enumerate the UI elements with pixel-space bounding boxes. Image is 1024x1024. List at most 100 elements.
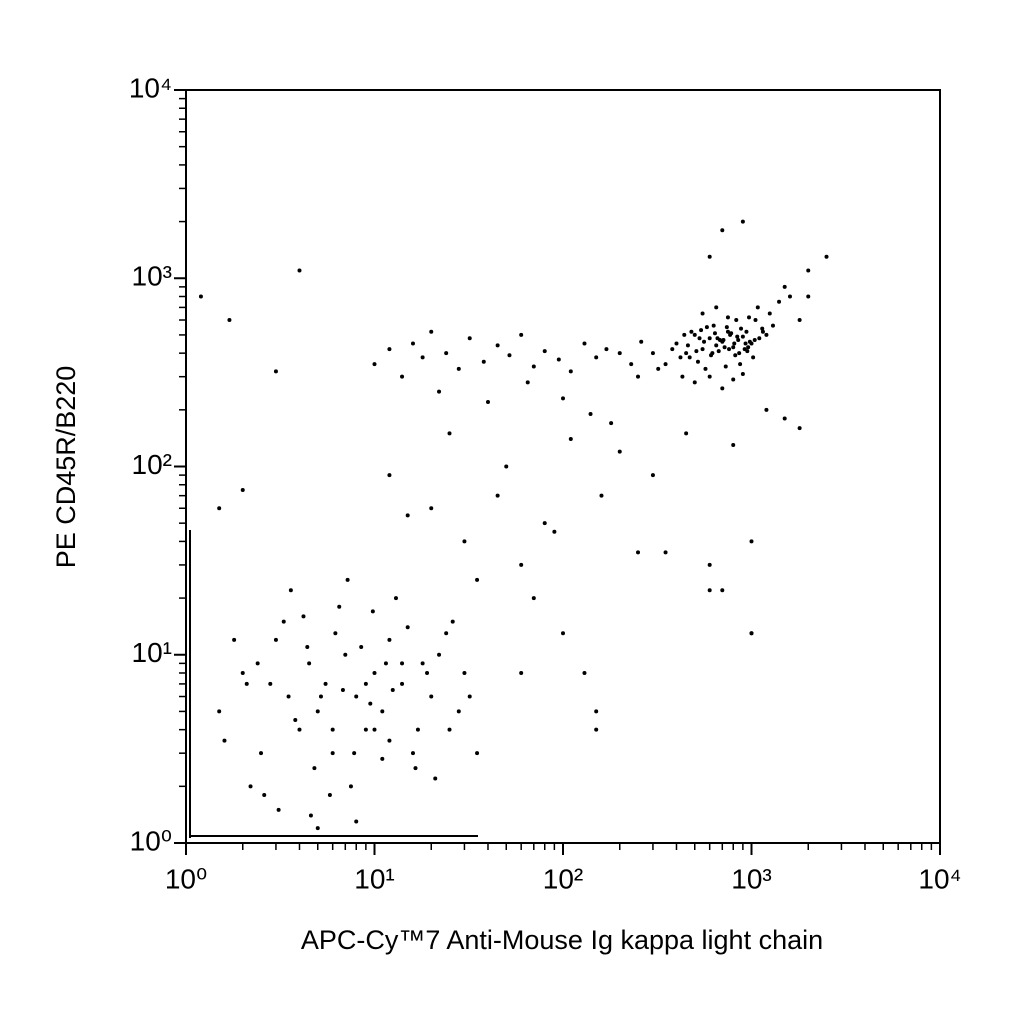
dot: [327, 792, 332, 797]
dot: [330, 727, 335, 732]
dot: [714, 343, 719, 348]
dot: [315, 826, 320, 831]
dot: [684, 351, 689, 356]
dot: [720, 588, 725, 593]
dot: [198, 294, 203, 299]
dot: [495, 493, 500, 498]
dot: [297, 268, 302, 273]
dot: [692, 380, 697, 385]
dot: [746, 345, 751, 350]
dot: [387, 347, 392, 352]
dot: [293, 718, 298, 723]
dot: [697, 336, 702, 341]
dot: [387, 637, 392, 642]
dot: [604, 347, 609, 352]
dot: [736, 337, 741, 342]
dot: [617, 449, 622, 454]
dot: [363, 727, 368, 732]
dot: [217, 709, 222, 714]
dot: [609, 421, 614, 426]
dot: [437, 652, 442, 657]
dot: [552, 529, 557, 534]
dot: [674, 341, 679, 346]
dot: [715, 336, 720, 341]
dot: [764, 332, 769, 337]
dot: [707, 254, 712, 259]
dot: [737, 351, 742, 356]
dot: [724, 325, 729, 330]
dot: [420, 661, 425, 666]
dot: [733, 353, 738, 358]
dot: [720, 228, 725, 233]
dot: [447, 727, 452, 732]
dot: [650, 473, 655, 478]
dot: [525, 380, 530, 385]
dot: [301, 614, 306, 619]
dot: [307, 661, 312, 666]
dot: [420, 355, 425, 360]
dot: [393, 596, 398, 601]
dot: [594, 727, 599, 732]
dot: [714, 305, 719, 310]
dot: [368, 701, 373, 706]
dot: [707, 588, 712, 593]
dot: [410, 341, 415, 346]
dot: [372, 362, 377, 367]
dot: [749, 539, 754, 544]
dot: [663, 362, 668, 367]
dot: [568, 436, 573, 441]
dot: [727, 347, 732, 352]
dot: [650, 351, 655, 356]
dot: [519, 332, 524, 337]
dot: [732, 341, 737, 346]
dot: [731, 377, 736, 382]
dot: [767, 311, 772, 316]
dot: [262, 792, 267, 797]
dot: [684, 431, 689, 436]
dot: [475, 577, 480, 582]
dot: [740, 219, 745, 224]
dot: [507, 353, 512, 358]
dot: [744, 329, 749, 334]
dot: [447, 431, 452, 436]
dot: [556, 357, 561, 362]
dot: [259, 751, 264, 756]
dot: [390, 687, 395, 692]
dot: [222, 738, 227, 743]
dot: [670, 347, 675, 352]
dot: [739, 326, 744, 331]
dot: [359, 644, 364, 649]
dot: [561, 631, 565, 636]
dot: [687, 355, 692, 360]
dot: [429, 506, 434, 511]
dot: [273, 637, 278, 642]
dot: [380, 709, 385, 714]
dot: [400, 681, 405, 686]
dot: [720, 386, 725, 391]
dot: [723, 364, 728, 369]
dot: [656, 366, 661, 371]
dot: [743, 341, 748, 346]
dot: [286, 694, 291, 699]
dot: [752, 337, 757, 342]
dot: [707, 374, 712, 379]
dot: [485, 400, 490, 405]
dot: [405, 625, 410, 630]
dot: [588, 412, 593, 417]
x-tick-label: 10²: [543, 863, 583, 894]
dot: [599, 493, 604, 498]
dot: [700, 347, 705, 352]
dot: [429, 694, 434, 699]
dot: [542, 349, 547, 354]
dot: [594, 709, 599, 714]
dot: [716, 349, 721, 354]
dot: [433, 776, 438, 781]
dot: [594, 355, 599, 360]
dot: [456, 709, 461, 714]
dot: [370, 609, 375, 614]
dot: [255, 661, 260, 666]
dot: [305, 644, 310, 649]
dot: [770, 323, 775, 328]
dot: [531, 596, 536, 601]
